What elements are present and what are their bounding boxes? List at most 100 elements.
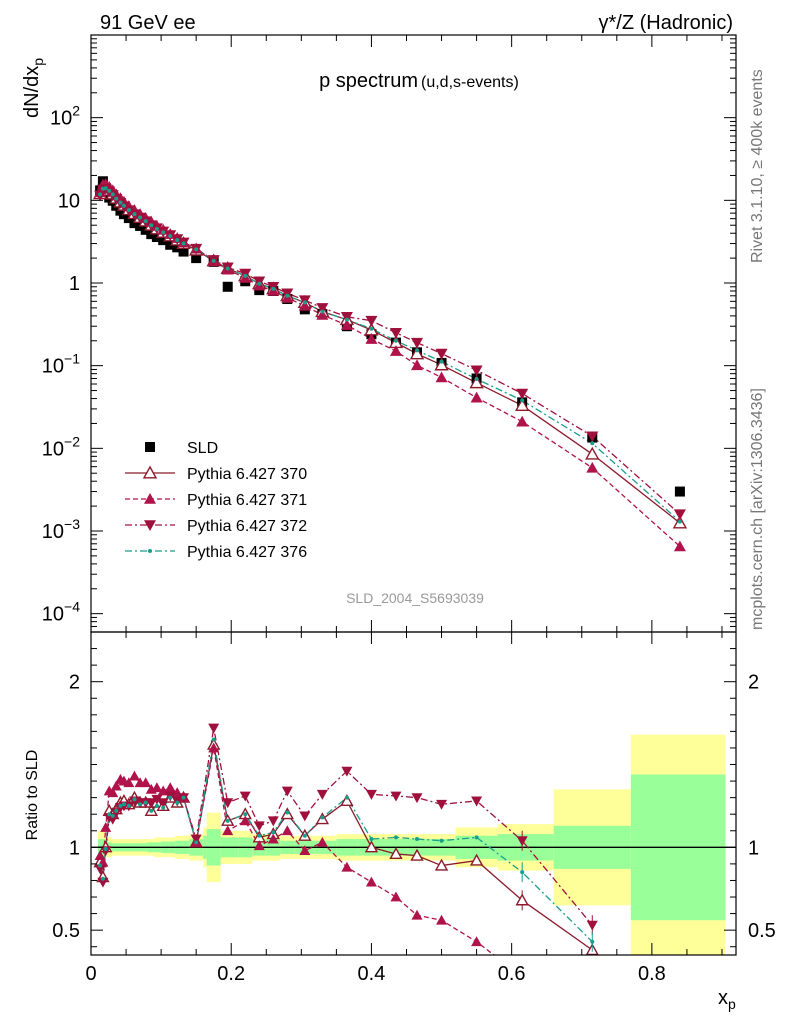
- ratio-marker-s1-p20: [222, 825, 234, 836]
- axes: 10−4 10−3 10−2 10−1 1 10 102 0 0.2 0.4 0.6 0.8 0.5 0.…: [42, 34, 776, 985]
- analysis-watermark: SLD_2004_S5693039: [346, 590, 484, 606]
- legend: SLD Pythia 6.427 370 Pythia 6.427 371 Pythi…: [125, 440, 307, 561]
- spectrum-marker-s4-p14: [161, 230, 166, 235]
- spectrum-line-3: [99, 188, 681, 515]
- ratio-marker-s3-p25: [302, 833, 307, 838]
- legend-label-4: Pythia 6.427 376: [187, 544, 307, 561]
- ratio-marker-s3-p24: [285, 810, 290, 815]
- bottom-panel-frame: [90, 631, 737, 956]
- spectrum-marker-s0-p17: [178, 246, 189, 257]
- top-ytick-label-2: 10−2: [42, 433, 80, 460]
- spectrum-marker-s0-p9: [129, 218, 140, 229]
- legend-label-3: Pythia 6.427 372: [187, 518, 307, 535]
- spectrum-marker-s4-p35: [677, 519, 682, 524]
- ratio-marker-s3-p21: [243, 812, 248, 817]
- spectrum-marker-s1-p31: [434, 357, 449, 371]
- ratio-marker-s1-p27: [341, 861, 353, 872]
- ratio-marker-s3-p10: [138, 802, 143, 807]
- spectrum-marker-s4-p32: [474, 376, 479, 381]
- spectrum-marker-s4-p7: [121, 203, 126, 208]
- spectrum-marker-s4-p22: [257, 281, 262, 286]
- ratio-marker-s2-p30: [411, 793, 423, 804]
- ratio-marker-s1-p24: [281, 825, 293, 836]
- spectrum-marker-s4-p23: [271, 286, 276, 291]
- ratio-marker-s3-p13: [154, 803, 159, 808]
- spectrum-marker-s1-p30: [409, 346, 425, 360]
- ratio-marker-s3-p35: [678, 0, 682, 2]
- ratio-marker-s3-p5: [114, 808, 119, 813]
- ratio-marker-s0-p30: [410, 848, 424, 861]
- ratio-marker-s2-p29: [390, 791, 402, 802]
- legend-label-2: Pythia 6.427 371: [187, 492, 307, 509]
- ratio-marker-s1-p31: [436, 914, 448, 925]
- spectrum-marker-s0-p18: [191, 253, 202, 264]
- ratio-marker-s0-p27: [340, 794, 354, 807]
- ratio-marker-s3-p34: [590, 939, 595, 944]
- spectrum-marker-s4-p18: [194, 247, 199, 252]
- top-ytick-label-6: 102: [50, 103, 80, 130]
- spectrum-marker-s0-p16: [172, 242, 183, 253]
- ratio-marker-s1-p11: [140, 777, 152, 788]
- ratio-marker-s3-p11: [143, 800, 148, 805]
- ratio-marker-s2-p22: [253, 821, 265, 832]
- bottom-ytick-label-left-1: 1: [69, 837, 80, 859]
- ratio-marker-s3-p4: [110, 813, 115, 818]
- spectrum-marker-s4-p31: [439, 359, 444, 364]
- ratio-marker-s1-p32: [471, 936, 483, 947]
- ratio-marker-s1-p26: [316, 836, 328, 847]
- xtick-label-0: 0: [85, 963, 96, 985]
- legend-marker-0: [145, 442, 155, 452]
- ratio-line-1: [99, 747, 496, 955]
- ratio-marker-s2-p4: [107, 814, 119, 825]
- mcplots-label: mcplots.cern.ch [arXiv:1306.3436]: [749, 388, 766, 630]
- ratio-marker-s2-p13: [151, 794, 163, 805]
- ratio-marker-s2-p1: [97, 877, 109, 888]
- spectrum-marker-s4-p8: [126, 208, 131, 213]
- ratio-marker-s2-p27: [341, 766, 353, 777]
- spectrum-marker-s0-p14: [158, 235, 169, 246]
- ratio-marker-s3-p6: [118, 803, 123, 808]
- spectrum-marker-s4-p19: [211, 258, 216, 263]
- ratio-marker-s2-p14: [157, 798, 169, 809]
- spectrum-marker-s4-p25: [302, 300, 307, 305]
- ratio-marker-s2-p28: [365, 789, 377, 800]
- ratio-marker-s1-p28: [365, 876, 377, 887]
- ratio-marker-s3-p28: [369, 837, 374, 842]
- ratio-marker-s2-p5: [110, 808, 122, 819]
- rivet-label: Rivet 3.1.10, ≥ 400k events: [749, 69, 766, 263]
- spectrum-marker-s2-p28: [365, 333, 378, 344]
- ratio-marker-s2-p12: [145, 798, 157, 809]
- spectrum-marker-s1-p32: [469, 375, 484, 389]
- ratio-marker-s3-p23: [271, 830, 276, 835]
- x-axis-label: xp: [718, 987, 736, 1012]
- ratio-marker-s1-p23: [267, 833, 279, 844]
- spectrum-marker-s3-p28: [365, 315, 378, 327]
- legend-marker-2: [144, 493, 156, 504]
- spectrum-marker-s4-p34: [590, 441, 595, 446]
- ratio-marker-s3-p9: [132, 797, 137, 802]
- ratio-marker-s3-p8: [126, 803, 131, 808]
- legend-marker-1: [142, 465, 158, 479]
- ratio-marker-s2-p34: [586, 920, 598, 931]
- ratio-marker-s3-p18: [194, 840, 199, 845]
- ratio-marker-s2-p25: [299, 811, 311, 822]
- ratio-marker-s1-p25: [299, 845, 311, 856]
- spectrum-marker-s3-p29: [389, 327, 402, 339]
- bottom-ytick-label-left-2: 2: [69, 672, 80, 694]
- ratio-marker-s2-p23: [267, 816, 279, 827]
- legend-label-0: SLD: [187, 440, 218, 457]
- ratio-marker-s1-p8: [123, 777, 135, 788]
- spectrum-marker-s0-p20: [222, 281, 233, 292]
- spectrum-plot-area: [92, 176, 688, 552]
- top-ytick-label-1: 10−3: [42, 516, 80, 543]
- ratio-marker-s3-p19: [211, 737, 216, 742]
- spectrum-marker-s2-p34: [586, 461, 599, 473]
- spectrum-marker-s4-p29: [393, 338, 398, 343]
- spectrum-marker-s4-p33: [520, 398, 525, 403]
- top-ytick-label-4: 1: [69, 273, 80, 295]
- ratio-marker-s1-p21: [239, 815, 251, 826]
- spectrum-marker-s4-p20: [225, 266, 230, 271]
- ratio-marker-s0-p28: [364, 840, 379, 853]
- spectrum-marker-s4-p28: [369, 326, 374, 331]
- spectrum-marker-s4-p11: [143, 219, 148, 224]
